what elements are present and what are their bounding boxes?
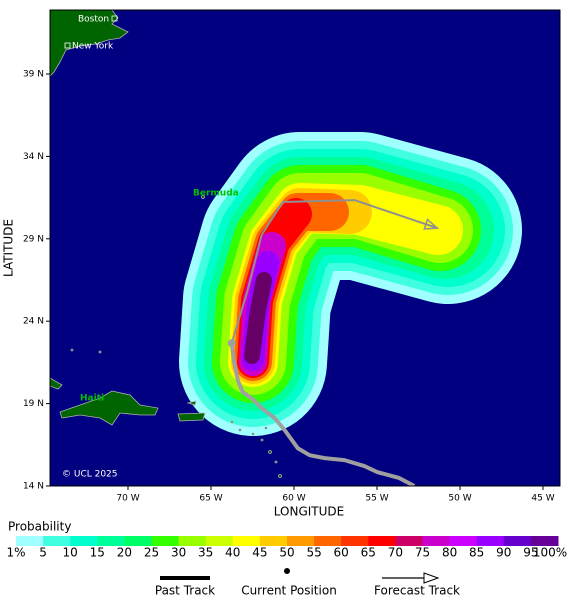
legend-key: Forecast Track — [374, 584, 460, 598]
legend-label: 25 — [144, 546, 159, 560]
legend-swatch — [97, 536, 125, 546]
y-tick-label: 39 N — [23, 70, 44, 80]
y-tick-label: 19 N — [23, 399, 44, 409]
legend-label: 55 — [306, 546, 321, 560]
ticks: 70 W 65 W 60 W 55 W 50 W 45 W 39 N 34 N 29 N 24 N… — [23, 70, 555, 504]
legend-label: 5 — [39, 546, 47, 560]
y-tick-label: 34 N — [23, 152, 44, 162]
legend-label: 30 — [171, 546, 186, 560]
x-axis-label: LONGITUDE — [274, 505, 344, 519]
legend-key: Current Position — [241, 584, 337, 598]
legend-swatch — [314, 536, 342, 546]
legend-swatch — [205, 536, 234, 546]
past-track — [229, 342, 416, 486]
legend-swatch — [503, 536, 532, 546]
legend-swatch — [449, 536, 478, 546]
legend-swatch — [151, 536, 180, 546]
x-tick-label: 45 W — [531, 494, 554, 504]
legend-swatch — [530, 536, 559, 546]
y-tick-label: 14 N — [23, 482, 44, 492]
legend-swatch — [178, 536, 207, 546]
city-marker — [64, 42, 71, 49]
legend-label: 65 — [361, 546, 376, 560]
legend-label: 85 — [469, 546, 484, 560]
x-tick-label: 55 W — [365, 494, 388, 504]
y-tick-label: 29 N — [23, 234, 44, 244]
legend-swatch — [476, 536, 505, 546]
legend-label: 40 — [225, 546, 240, 560]
legend-label: 60 — [334, 546, 349, 560]
probability-swath — [179, 132, 522, 436]
legend-label: 75 — [415, 546, 430, 560]
legend-label: 45 — [252, 546, 267, 560]
forecast-track — [230, 199, 438, 344]
current-position-key — [284, 568, 290, 574]
legend-label: 100% — [533, 546, 567, 560]
map-frame — [49, 9, 561, 487]
tracks — [227, 199, 440, 486]
legend-label: 80 — [442, 546, 457, 560]
legend-label: 35 — [198, 546, 213, 560]
land — [50, 10, 282, 478]
x-tick-label: 70 W — [116, 494, 139, 504]
legend-label: 10 — [63, 546, 78, 560]
legend: 1% 5 10 15 20 25 30 35 40 45 50 55 60 65 70 75 80 85 90 951… — [6, 536, 567, 560]
legend-swatch — [16, 536, 44, 546]
current-position — [227, 339, 236, 348]
legend-swatch — [70, 536, 98, 546]
place-label: New York — [72, 42, 114, 52]
x-tick-label: 65 W — [199, 494, 222, 504]
place-label: Boston — [78, 15, 109, 25]
legend-swatch — [259, 536, 288, 546]
legend-swatch — [124, 536, 152, 546]
legend-title: Probability — [8, 520, 71, 534]
x-tick-label: 60 W — [282, 494, 305, 504]
legend-swatch — [287, 536, 315, 546]
place-label: Haiti — [80, 394, 104, 404]
legend-label: 1% — [6, 546, 25, 560]
legend-key: Past Track — [155, 584, 215, 598]
place-label: Bermuda — [193, 189, 239, 199]
legend-label: 95 — [523, 546, 538, 560]
legend-swatch — [341, 536, 369, 546]
legend-swatch — [232, 536, 261, 546]
city-marker — [111, 15, 118, 22]
forecast-arrow — [423, 218, 440, 230]
legend-label: 90 — [496, 546, 511, 560]
legend-swatch — [395, 536, 423, 546]
legend-swatch — [43, 536, 71, 546]
legend-label: 50 — [279, 546, 294, 560]
legend-swatch — [422, 536, 451, 546]
legend-label: 20 — [117, 546, 132, 560]
legend-swatch — [368, 536, 396, 546]
y-axis-label: LATITUDE — [2, 219, 16, 277]
forecast-arrow-key — [423, 572, 440, 584]
map: Boston New York Bermuda Haiti © UCL 2025 — [50, 10, 560, 486]
x-tick-label: 50 W — [448, 494, 471, 504]
legend-label: 70 — [388, 546, 403, 560]
credit: © UCL 2025 — [62, 470, 118, 480]
legend-label: 15 — [90, 546, 105, 560]
y-tick-label: 24 N — [23, 317, 44, 327]
